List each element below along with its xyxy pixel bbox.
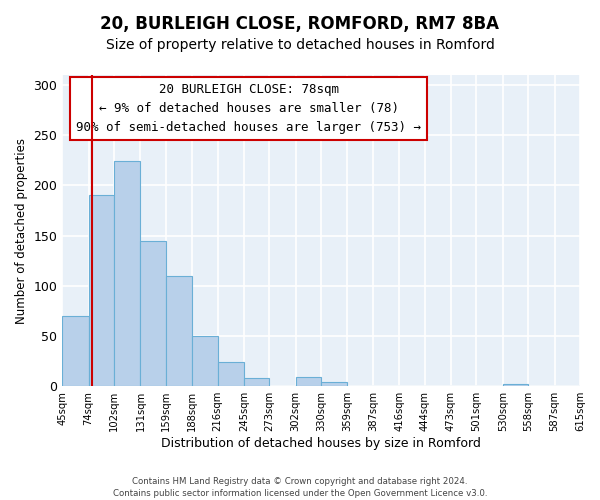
Bar: [114, 162, 140, 386]
Bar: [140, 240, 166, 386]
Bar: [192, 336, 218, 386]
Text: 20, BURLEIGH CLOSE, ROMFORD, RM7 8BA: 20, BURLEIGH CLOSE, ROMFORD, RM7 8BA: [101, 15, 499, 33]
Bar: [62, 316, 89, 386]
Bar: [296, 377, 321, 386]
Bar: [503, 384, 528, 386]
Y-axis label: Number of detached properties: Number of detached properties: [15, 138, 28, 324]
Text: Size of property relative to detached houses in Romford: Size of property relative to detached ho…: [106, 38, 494, 52]
Text: 20 BURLEIGH CLOSE: 78sqm
← 9% of detached houses are smaller (78)
90% of semi-de: 20 BURLEIGH CLOSE: 78sqm ← 9% of detache…: [76, 83, 421, 134]
Text: Contains HM Land Registry data © Crown copyright and database right 2024.: Contains HM Land Registry data © Crown c…: [132, 477, 468, 486]
Bar: [244, 378, 269, 386]
Bar: [218, 362, 244, 386]
Text: Contains public sector information licensed under the Open Government Licence v3: Contains public sector information licen…: [113, 488, 487, 498]
Bar: [89, 196, 114, 386]
Bar: [321, 382, 347, 386]
X-axis label: Distribution of detached houses by size in Romford: Distribution of detached houses by size …: [161, 437, 481, 450]
Bar: [166, 276, 192, 386]
